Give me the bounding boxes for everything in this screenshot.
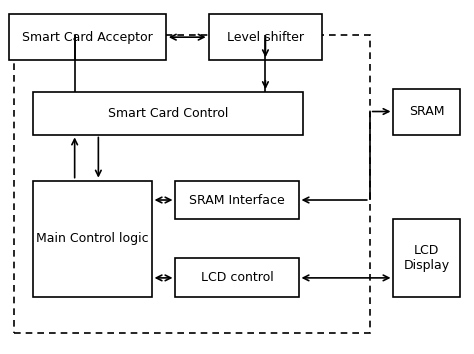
Text: SRAM Interface: SRAM Interface (189, 194, 285, 206)
Text: Level shifter: Level shifter (227, 31, 304, 44)
Text: LCD control: LCD control (201, 272, 273, 284)
Text: Main Control logic: Main Control logic (36, 233, 149, 245)
Text: SRAM: SRAM (409, 105, 444, 118)
Bar (393, 88, 460, 135)
Bar (14, 35, 370, 333)
Text: LCD
Display: LCD Display (403, 244, 450, 273)
Bar (175, 181, 299, 219)
Bar (33, 92, 303, 135)
Text: Smart Card Control: Smart Card Control (108, 107, 228, 120)
Bar (175, 258, 299, 297)
Bar (393, 219, 460, 297)
Bar (33, 181, 152, 297)
Text: Smart Card Acceptor: Smart Card Acceptor (22, 31, 153, 44)
Bar (9, 14, 166, 60)
Bar (209, 14, 322, 60)
